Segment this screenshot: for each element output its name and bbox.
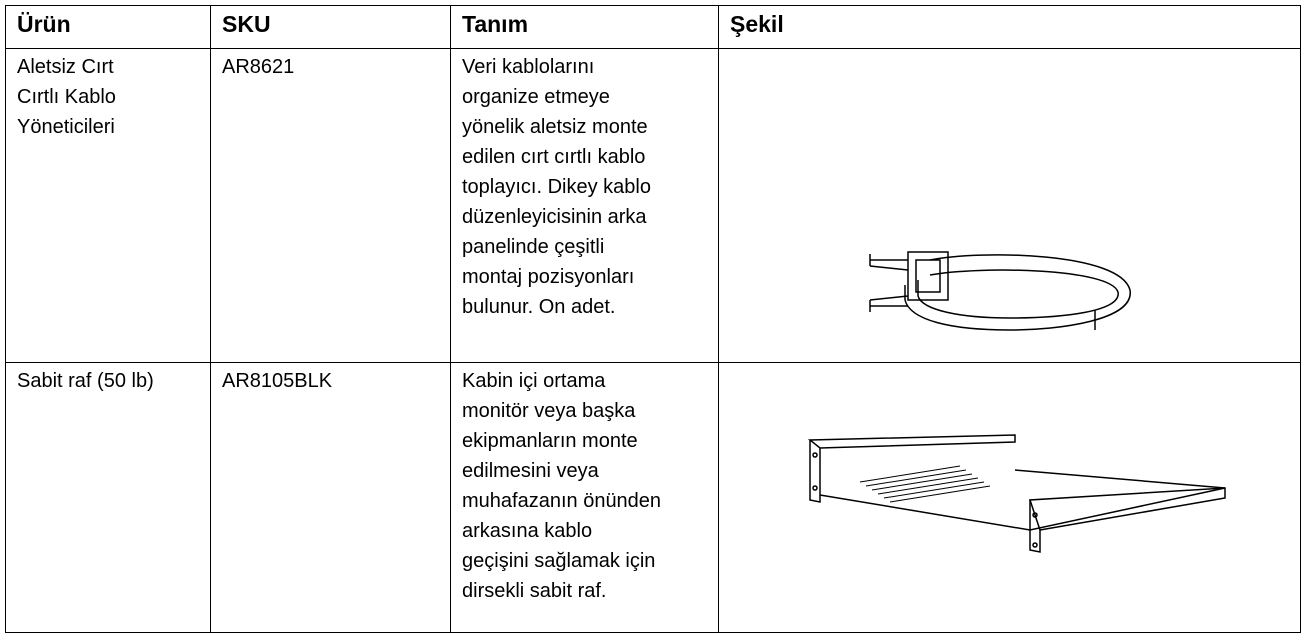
sku-cell: AR8621 (222, 56, 295, 78)
product-line: Aletsiz Cırt (17, 56, 114, 78)
description-cell: Veri kablolarını organize etmeye yönelik a… (462, 52, 651, 322)
description-line: Veri kablolarını (462, 56, 595, 78)
product-cell: Sabit raf (50 lb) (17, 366, 154, 396)
border (450, 5, 451, 633)
description-line: ekipmanların monte (462, 430, 638, 452)
product-line: Yöneticileri (17, 116, 115, 138)
border (1300, 5, 1301, 633)
header-cell: Tanım (462, 11, 529, 37)
description-line: arkasına kablo (462, 520, 593, 542)
product-cell: Aletsiz Cırt Cırtlı Kablo Yöneticileri (17, 52, 116, 142)
header-cell: Şekil (730, 11, 784, 37)
description-line: muhafazanın önünden (462, 490, 662, 512)
border (5, 5, 6, 633)
description-line: edilmesini veya (462, 460, 599, 482)
border (5, 5, 1301, 6)
border (5, 632, 1301, 633)
product-line: Sabit raf (50 lb) (17, 370, 154, 392)
description-line: yönelik aletsiz monte (462, 116, 648, 138)
border (5, 48, 1301, 49)
description-line: bulunur. On adet. (462, 296, 616, 318)
border (5, 362, 1301, 363)
sku-cell: AR8105BLK (222, 370, 333, 392)
description-line: montaj pozisyonları (462, 266, 635, 288)
border (210, 5, 211, 633)
description-line: geçişini sağlamak için (462, 550, 656, 572)
description-line: dirsekli sabit raf. (462, 580, 607, 602)
header-cell: SKU (222, 11, 271, 37)
header-cell: Ürün (17, 11, 71, 37)
shelf-figure (807, 434, 1226, 553)
description-line: organize etmeye (462, 86, 610, 108)
description-line: edilen cırt cırtlı kablo (462, 146, 646, 168)
description-line: panelinde çeşitli (462, 236, 605, 258)
product-line: Cırtlı Kablo (17, 86, 116, 108)
description-line: Kabin içi ortama (462, 370, 606, 392)
description-cell: Kabin içi ortama monitör veya başka ekipma… (462, 366, 661, 606)
border (718, 5, 719, 633)
description-line: toplayıcı. Dikey kablo (462, 176, 651, 198)
description-line: monitör veya başka (462, 400, 636, 422)
cable-strap-figure (869, 251, 1131, 331)
description-line: düzenleyicisinin arka (462, 206, 647, 228)
